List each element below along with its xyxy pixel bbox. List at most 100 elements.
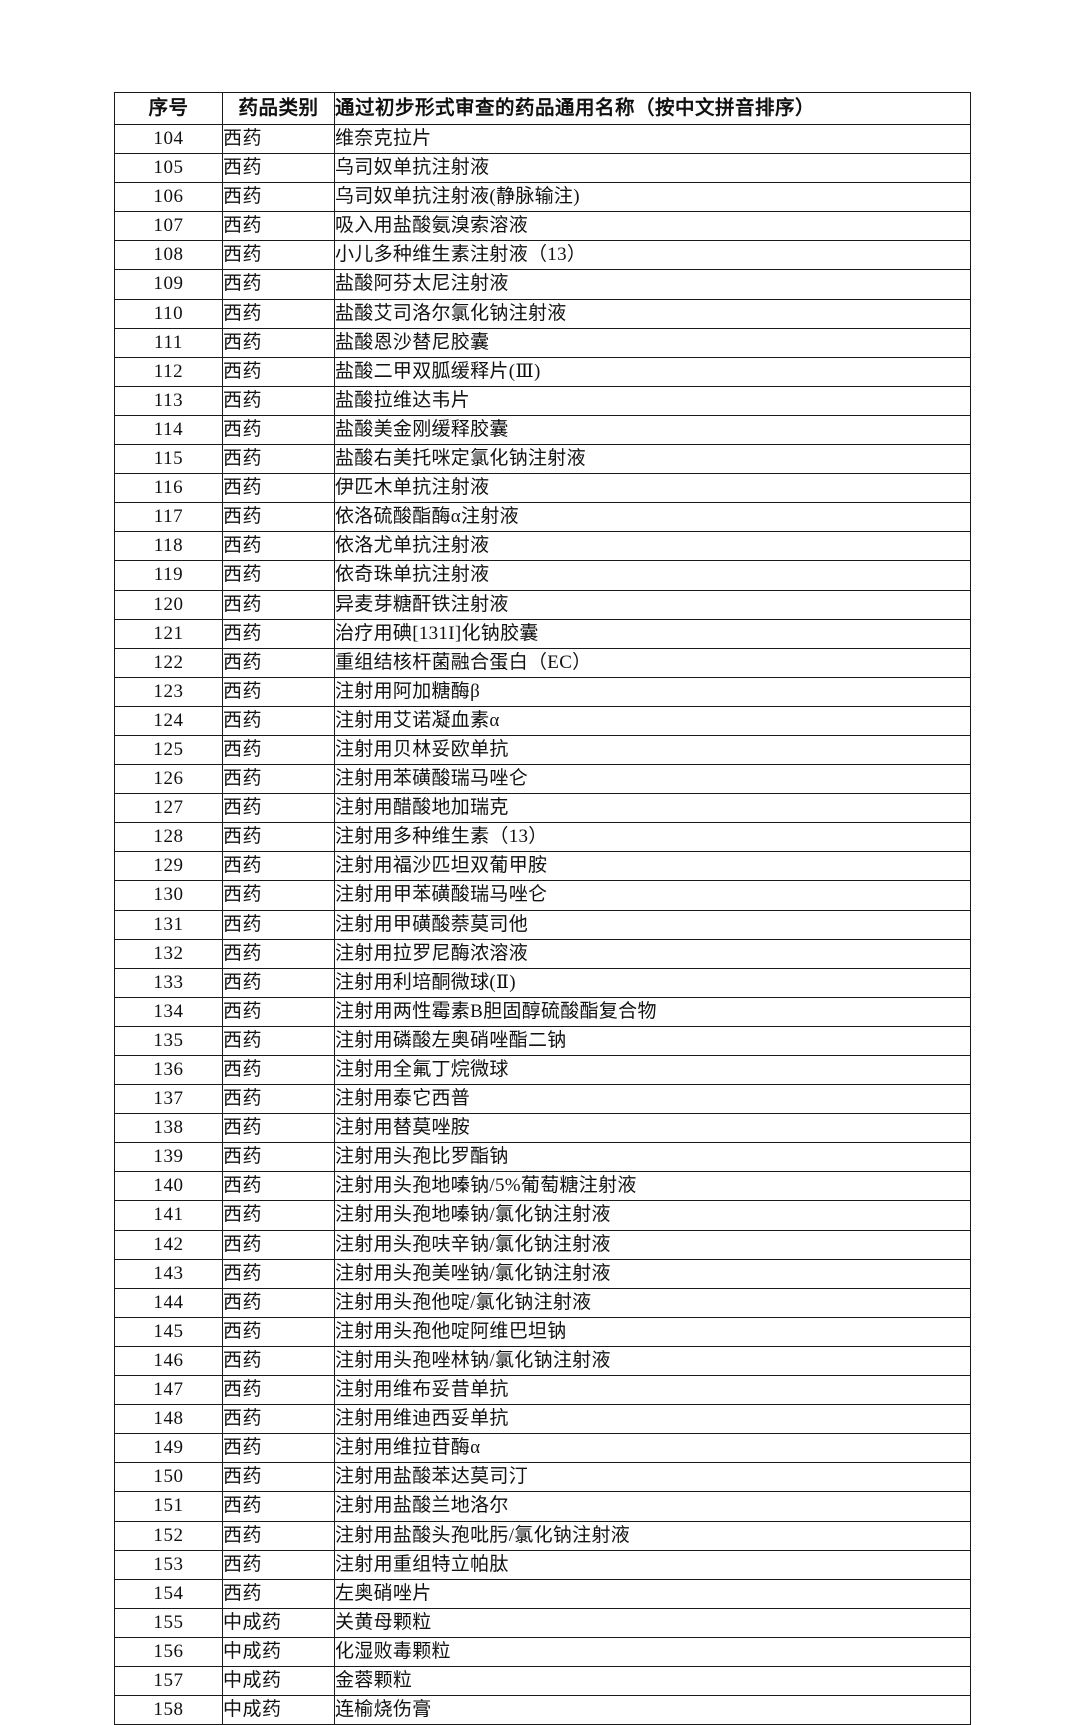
cell-drug-name: 异麦芽糖酐铁注射液 [334,589,971,620]
table-row: 125 西药 注射用贝林妥欧单抗 [114,734,971,766]
cell-no: 120 [114,589,223,620]
cell-drug-name: 治疗用碘[131I]化钠胶囊 [334,618,971,649]
cell-drug-name: 注射用头孢地嗪钠/5%葡萄糖注射液 [334,1171,971,1202]
cell-category: 西药 [222,938,335,969]
cell-drug-name: 小儿多种维生素注射液（13） [334,240,971,271]
cell-no: 157 [114,1665,223,1697]
cell-drug-name: 盐酸艾司洛尔氯化钠注射液 [334,298,971,329]
table-row: 145 西药 注射用头孢他啶阿维巴坦钠 [114,1316,971,1347]
cell-no: 114 [114,414,223,446]
cell-no: 124 [114,705,223,736]
cell-no: 140 [114,1171,223,1202]
cell-category: 西药 [222,531,335,562]
cell-category: 西药 [222,1316,335,1347]
cell-no: 151 [114,1491,223,1522]
cell-no: 126 [114,764,223,795]
table-row: 126 西药 注射用苯磺酸瑞马唑仑 [114,764,971,795]
cell-no: 116 [114,473,223,504]
cell-category: 西药 [222,1084,335,1115]
cell-drug-name: 化湿败毒颗粒 [334,1636,971,1667]
cell-category: 西药 [222,793,335,824]
cell-drug-name: 乌司奴单抗注射液 [334,153,971,184]
cell-drug-name: 注射用甲苯磺酸瑞马唑仑 [334,880,971,911]
table-row: 154 西药 左奥硝唑片 [114,1578,971,1609]
cell-drug-name: 注射用贝林妥欧单抗 [334,734,971,766]
document-page: 序号 药品类别 通过初步形式审查的药品通用名称（按中文拼音排序） 104 西药 维奈… [114,92,971,1725]
table-row: 118 西药 依洛尤单抗注射液 [114,531,971,562]
table-row: 129 西药 注射用福沙匹坦双葡甲胺 [114,851,971,882]
cell-drug-name: 依洛尤单抗注射液 [334,531,971,562]
cell-no: 144 [114,1287,223,1318]
table-row: 156 中成药 化湿败毒颗粒 [114,1636,971,1667]
table-row: 143 西药 注射用头孢美唑钠/氯化钠注射液 [114,1258,971,1289]
cell-drug-name: 注射用两性霉素B胆固醇硫酸酯复合物 [334,996,971,1027]
cell-no: 147 [114,1375,223,1406]
cell-category: 西药 [222,618,335,649]
table-row: 141 西药 注射用头孢地嗪钠/氯化钠注射液 [114,1200,971,1231]
drug-list-table: 序号 药品类别 通过初步形式审查的药品通用名称（按中文拼音排序） 104 西药 维奈… [114,92,971,1725]
cell-drug-name: 注射用替莫唑胺 [334,1113,971,1144]
table-row: 121 西药 治疗用碘[131I]化钠胶囊 [114,618,971,649]
cell-drug-name: 盐酸阿芬太尼注射液 [334,269,971,300]
table-header: 序号 药品类别 通过初步形式审查的药品通用名称（按中文拼音排序） [114,92,971,125]
cell-drug-name: 盐酸恩沙替尼胶囊 [334,327,971,358]
cell-drug-name: 注射用甲磺酸萘莫司他 [334,909,971,940]
cell-no: 128 [114,822,223,853]
table-row: 138 西药 注射用替莫唑胺 [114,1113,971,1144]
cell-no: 146 [114,1345,223,1377]
table-row: 106 西药 乌司奴单抗注射液(静脉输注) [114,182,971,213]
table-row: 104 西药 维奈克拉片 [114,123,971,155]
cell-no: 119 [114,560,223,591]
cell-no: 156 [114,1636,223,1667]
cell-category: 中成药 [222,1695,335,1725]
cell-no: 137 [114,1084,223,1115]
table-row: 133 西药 注射用利培酮微球(Ⅱ) [114,967,971,998]
table-row: 139 西药 注射用头孢比罗酯钠 [114,1142,971,1173]
cell-no: 123 [114,676,223,707]
cell-category: 西药 [222,444,335,475]
cell-drug-name: 注射用头孢比罗酯钠 [334,1142,971,1173]
cell-no: 105 [114,153,223,184]
cell-category: 西药 [222,1054,335,1086]
table-row: 114 西药 盐酸美金刚缓释胶囊 [114,414,971,446]
cell-no: 115 [114,444,223,475]
cell-category: 西药 [222,182,335,213]
cell-no: 153 [114,1549,223,1580]
table-row: 152 西药 注射用盐酸头孢吡肟/氯化钠注射液 [114,1520,971,1551]
cell-drug-name: 注射用全氟丁烷微球 [334,1054,971,1086]
cell-category: 西药 [222,1375,335,1406]
table-row: 112 西药 盐酸二甲双胍缓释片(Ⅲ) [114,356,971,387]
cell-drug-name: 注射用重组特立帕肽 [334,1549,971,1580]
cell-no: 107 [114,211,223,242]
cell-category: 中成药 [222,1665,335,1697]
cell-drug-name: 重组结核杆菌融合蛋白（EC） [334,647,971,678]
table-row: 148 西药 注射用维迪西妥单抗 [114,1404,971,1435]
cell-category: 西药 [222,822,335,853]
cell-category: 西药 [222,356,335,387]
table-header-row: 序号 药品类别 通过初步形式审查的药品通用名称（按中文拼音排序） [114,92,971,125]
cell-category: 西药 [222,1229,335,1260]
table-row: 116 西药 伊匹木单抗注射液 [114,473,971,504]
cell-drug-name: 注射用维迪西妥单抗 [334,1404,971,1435]
cell-no: 111 [114,327,223,358]
cell-category: 西药 [222,909,335,940]
table-row: 149 西药 注射用维拉苷酶α [114,1433,971,1464]
cell-drug-name: 注射用苯磺酸瑞马唑仑 [334,764,971,795]
cell-drug-name: 盐酸二甲双胍缓释片(Ⅲ) [334,356,971,387]
table-row: 128 西药 注射用多种维生素（13） [114,822,971,853]
cell-category: 中成药 [222,1607,335,1638]
cell-no: 135 [114,1025,223,1057]
cell-category: 西药 [222,560,335,591]
table-row: 158 中成药 连榆烧伤膏 [114,1695,971,1725]
table-row: 144 西药 注射用头孢他啶/氯化钠注射液 [114,1287,971,1318]
cell-drug-name: 吸入用盐酸氨溴索溶液 [334,211,971,242]
cell-no: 109 [114,269,223,300]
cell-drug-name: 注射用头孢他啶阿维巴坦钠 [334,1316,971,1347]
cell-category: 西药 [222,1345,335,1377]
cell-category: 西药 [222,1171,335,1202]
cell-drug-name: 依奇珠单抗注射液 [334,560,971,591]
table-row: 109 西药 盐酸阿芬太尼注射液 [114,269,971,300]
cell-drug-name: 注射用头孢唑林钠/氯化钠注射液 [334,1345,971,1377]
cell-no: 121 [114,618,223,649]
cell-category: 西药 [222,502,335,533]
